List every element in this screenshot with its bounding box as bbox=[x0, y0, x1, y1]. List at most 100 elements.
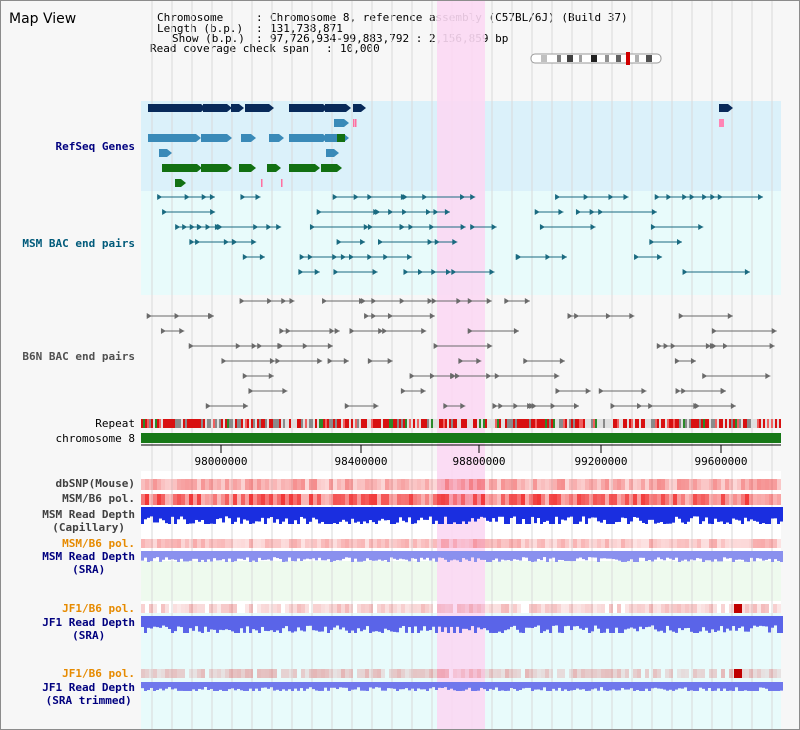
jf1-pol2-cell bbox=[357, 669, 361, 678]
repeat-element bbox=[187, 419, 189, 428]
msm-pol-cell bbox=[389, 494, 393, 505]
msm-pol2-cell bbox=[653, 539, 657, 548]
msm-sra-depth-bar bbox=[318, 551, 321, 558]
dbsnp-track-label[interactable]: dbSNP(Mouse) bbox=[55, 477, 135, 490]
msm-pol-cell bbox=[777, 494, 781, 505]
jf1-b6-pol-label-2[interactable]: JF1/B6 pol. bbox=[62, 667, 135, 680]
msm-cap-depth-bar bbox=[267, 507, 270, 519]
msm-sra-depth-bar bbox=[162, 551, 165, 560]
jf1-sra-depth-bar bbox=[711, 616, 714, 630]
msm-sra-depth-bar bbox=[600, 551, 603, 559]
refseq-genes-track[interactable] bbox=[148, 104, 733, 187]
polymorphism-heatmaps bbox=[141, 479, 781, 678]
jf1-sra-depth-bar bbox=[600, 616, 603, 633]
msm-cap-depth-bar bbox=[528, 507, 531, 524]
b6n-bac-end bbox=[460, 403, 466, 409]
msm-sra-depth-bar bbox=[555, 551, 558, 562]
msm-sra-depth-bar bbox=[246, 551, 249, 558]
b6n-bac-end bbox=[239, 298, 245, 304]
msm-bac-track[interactable] bbox=[157, 194, 764, 275]
jf1-depth-trimmed-label[interactable]: JF1 Read Depth (SRA trimmed) bbox=[42, 681, 135, 707]
jf1-sra-depth-bar bbox=[582, 616, 585, 630]
msm-pol2-cell bbox=[473, 539, 477, 548]
jf1-pol2-cell bbox=[569, 669, 573, 678]
msm-pol2-cell bbox=[405, 539, 409, 548]
msm-pol2-cell bbox=[489, 539, 493, 548]
repeat-element bbox=[335, 419, 337, 428]
jf1-pol2-cell bbox=[609, 669, 613, 678]
msm-sra-depth-bar bbox=[771, 551, 774, 562]
msm-pol2-cell bbox=[157, 539, 161, 548]
msm-pol2-cell bbox=[345, 539, 349, 548]
jf1-pol-cell bbox=[693, 604, 697, 613]
msm-pol2-cell bbox=[573, 539, 577, 548]
jf1-sra-depth-bar bbox=[591, 616, 594, 632]
b6n-bac-track-label[interactable]: B6N BAC end pairs bbox=[22, 350, 135, 363]
repeat-element bbox=[197, 419, 199, 428]
jf1-pol-cell bbox=[305, 604, 309, 613]
jf1-pol2-cell bbox=[201, 669, 205, 678]
b6n-bac-track[interactable] bbox=[146, 298, 777, 409]
msm-pol-cell bbox=[721, 494, 725, 505]
dbsnp-cell bbox=[445, 479, 449, 490]
msm-pol-cell bbox=[565, 494, 569, 505]
chromosome-ideogram[interactable] bbox=[530, 52, 662, 65]
repeat-element bbox=[771, 419, 773, 428]
msm-pol-cell bbox=[213, 494, 217, 505]
ideogram-band bbox=[616, 55, 621, 62]
msm-pol2-cell bbox=[657, 539, 661, 548]
jf1-pol2-cell bbox=[209, 669, 213, 678]
b6n-bac-end bbox=[322, 298, 328, 304]
chromosome-bar[interactable] bbox=[141, 433, 781, 443]
jf1-trim-depth-bar bbox=[258, 682, 261, 691]
msm-pol2-cell bbox=[265, 539, 269, 548]
msm-bac-track-label[interactable]: MSM BAC end pairs bbox=[22, 237, 135, 250]
jf1-pol-cell bbox=[445, 604, 449, 613]
repeat-element bbox=[527, 419, 529, 428]
msm-pol2-cell bbox=[485, 539, 489, 548]
dbsnp-cell bbox=[589, 479, 593, 490]
msm-pol-cell bbox=[297, 494, 301, 505]
msm-sra-depth-bar bbox=[648, 551, 651, 561]
repeat-element bbox=[663, 419, 665, 428]
repeat-element bbox=[559, 419, 561, 428]
msm-pol2-cell bbox=[709, 539, 713, 548]
msm-pol-cell bbox=[569, 494, 573, 505]
dbsnp-cell bbox=[541, 479, 545, 490]
msm-pol2-cell bbox=[697, 539, 701, 548]
msm-sra-depth-bar bbox=[723, 551, 726, 558]
msm-pol-cell bbox=[657, 494, 661, 505]
msm-pol2-cell bbox=[381, 539, 385, 548]
jf1-sra-depth-bar bbox=[609, 616, 612, 633]
jf1-pol-cell bbox=[365, 604, 369, 613]
jf1-sra-depth-bar bbox=[432, 616, 435, 627]
jf1-sra-depth-bar bbox=[426, 616, 429, 631]
refseq-track-label[interactable]: RefSeq Genes bbox=[55, 140, 135, 153]
jf1-sra-depth-bar bbox=[294, 616, 297, 632]
msm-sra-depth-bar bbox=[468, 551, 471, 562]
msm-pol-cell bbox=[489, 494, 493, 505]
msm-sra-depth-bar bbox=[381, 551, 384, 561]
jf1-trim-depth-bar bbox=[729, 682, 732, 691]
jf1-pol-cell bbox=[677, 604, 681, 613]
msm-bac-end bbox=[299, 254, 305, 260]
repeat-element bbox=[697, 419, 699, 428]
msm-b6-pol-label[interactable]: MSM/B6 pol. bbox=[62, 492, 135, 505]
msm-depth-capillary-label[interactable]: MSM Read Depth (Capillary) bbox=[42, 508, 135, 534]
jf1-sra-depth-bar bbox=[585, 616, 588, 628]
msm-cap-depth-bar bbox=[762, 507, 765, 524]
msm-cap-depth-bar bbox=[618, 507, 621, 522]
msm-bac-end bbox=[491, 224, 497, 230]
repeat-element bbox=[329, 419, 331, 428]
repeat-element bbox=[403, 419, 405, 428]
b6n-bac-end bbox=[574, 403, 580, 409]
msm-depth-sra-label[interactable]: MSM Read Depth (SRA) bbox=[42, 550, 135, 576]
jf1-trim-depth-bar bbox=[540, 682, 543, 691]
b6n-bac-end bbox=[433, 343, 439, 349]
msm-pol2-cell bbox=[681, 539, 685, 548]
jf1-b6-pol-label[interactable]: JF1/B6 pol. bbox=[62, 602, 135, 615]
msm-b6-pol-label-2[interactable]: MSM/B6 pol. bbox=[62, 537, 135, 550]
msm-pol2-cell bbox=[593, 539, 597, 548]
jf1-depth-sra-label[interactable]: JF1 Read Depth (SRA) bbox=[42, 616, 135, 642]
